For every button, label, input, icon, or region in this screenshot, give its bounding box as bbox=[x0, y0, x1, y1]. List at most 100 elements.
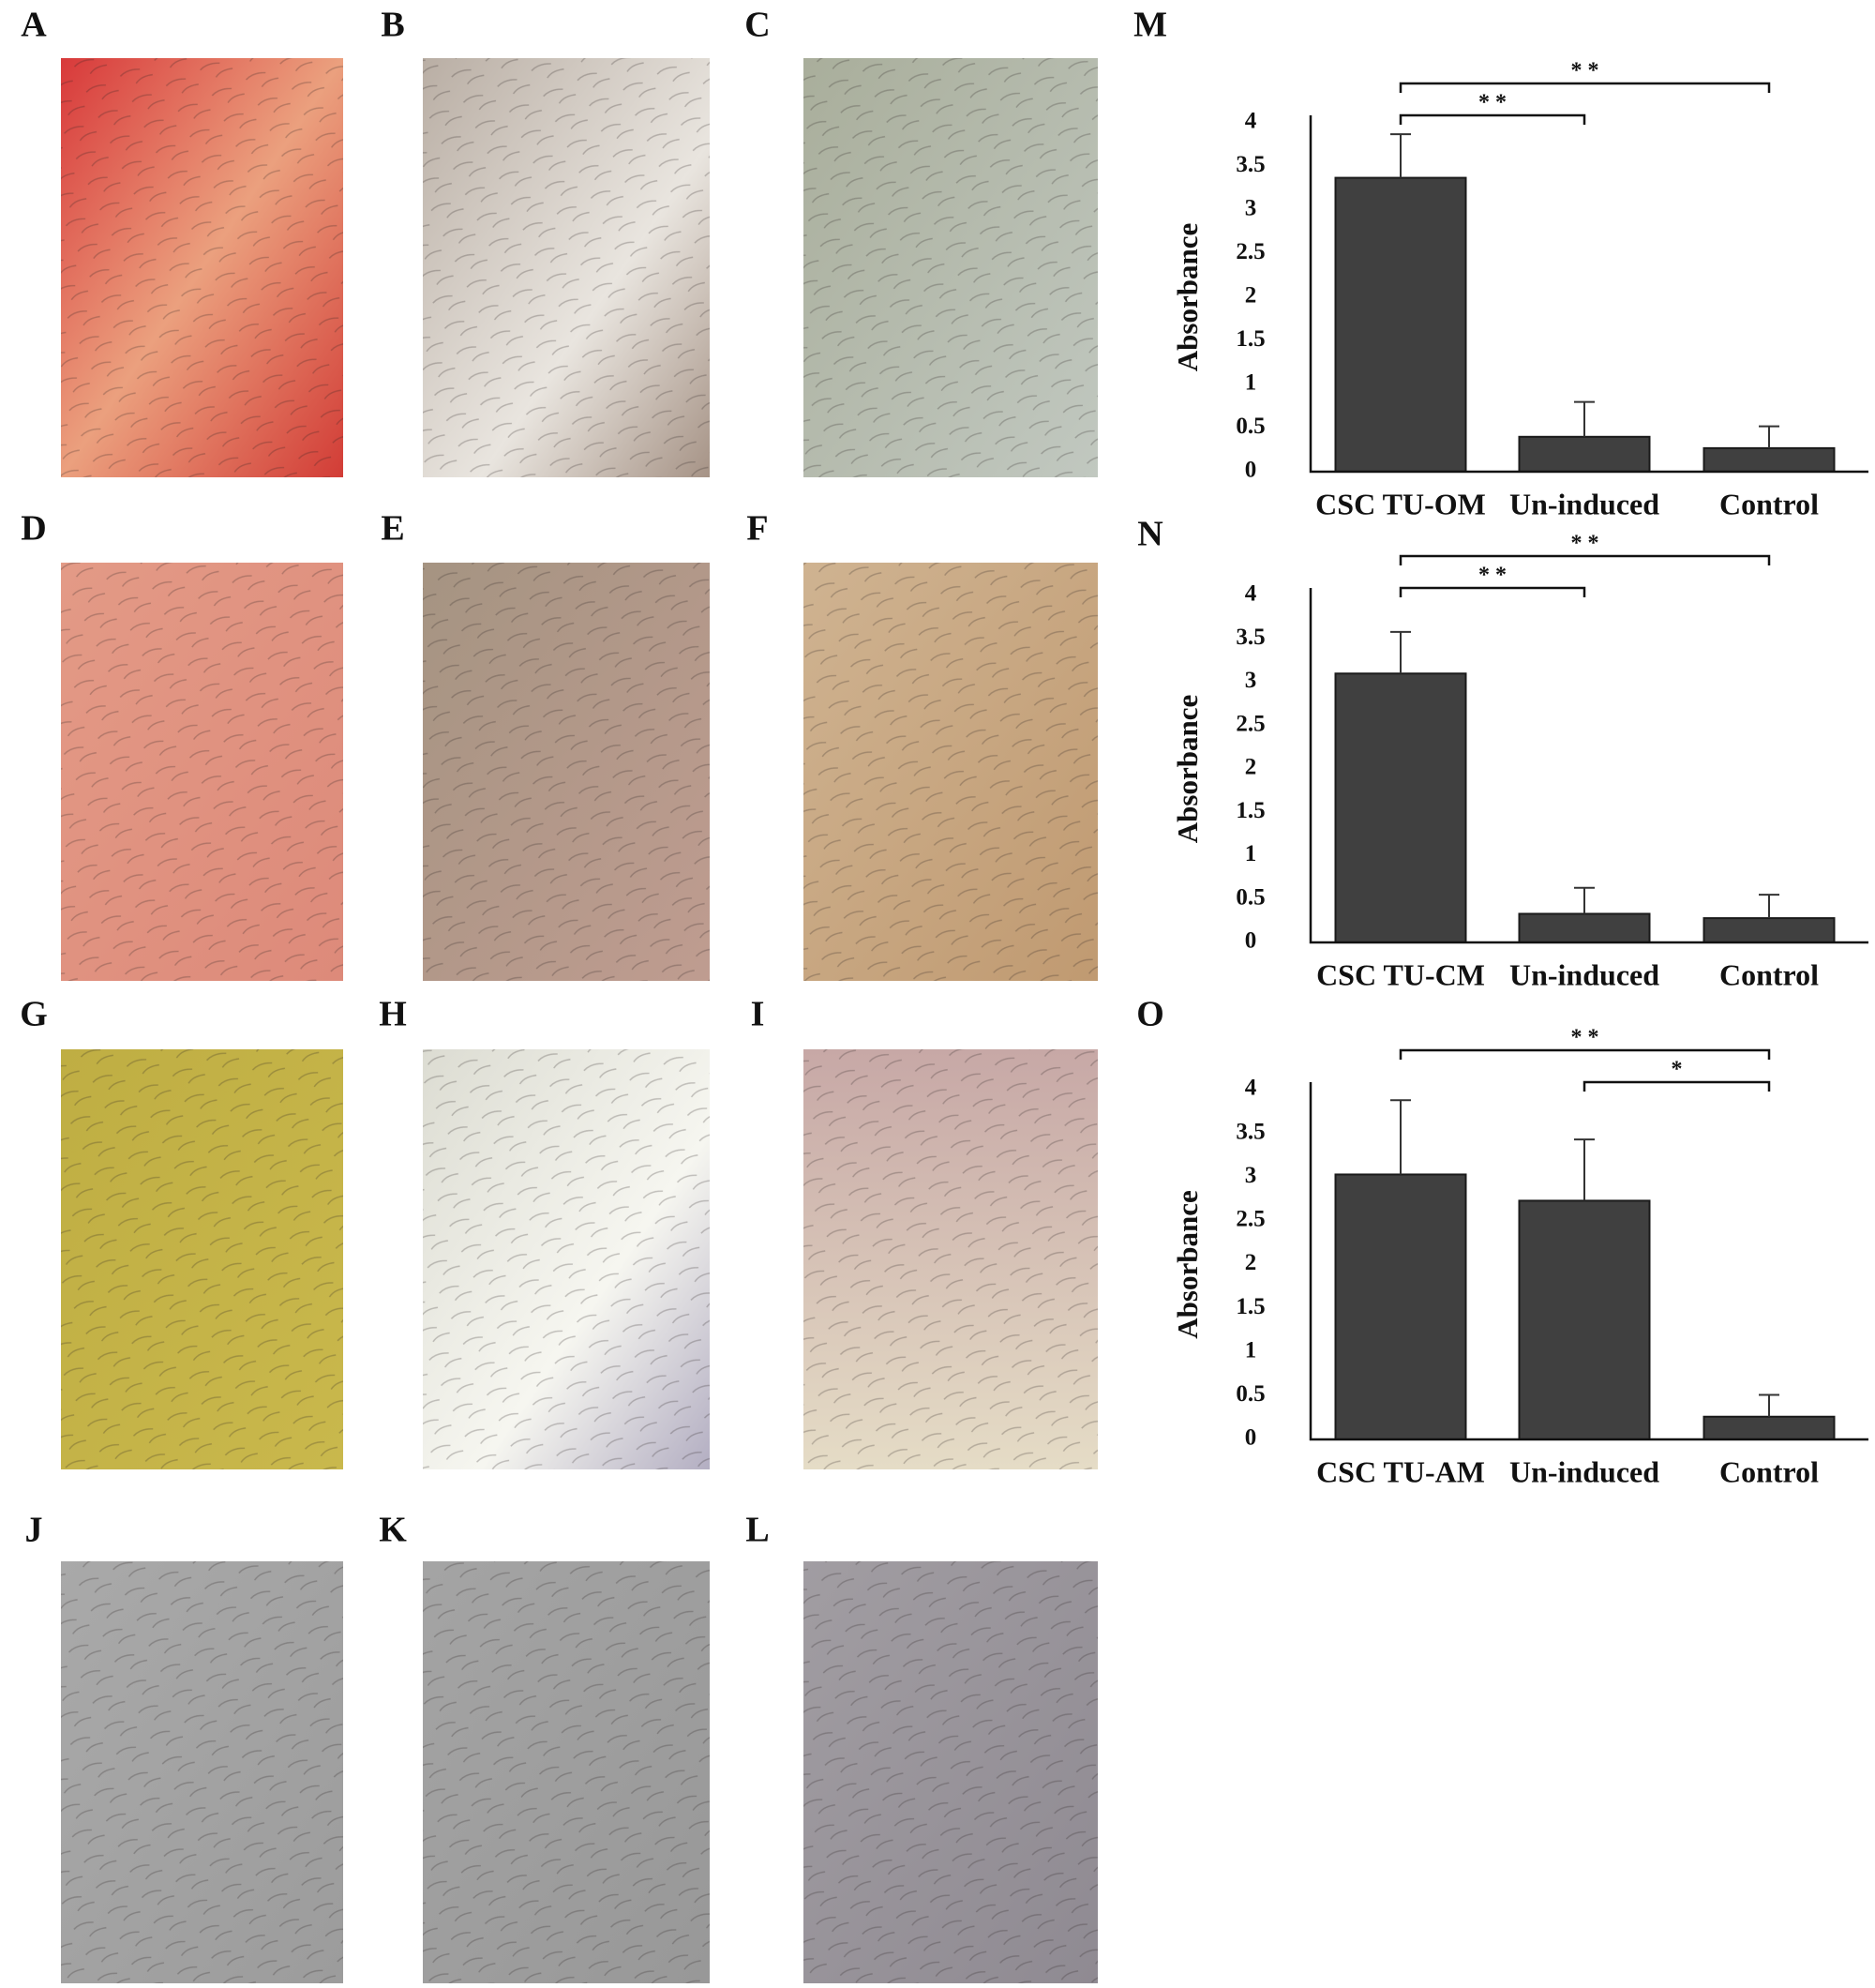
axis bbox=[1309, 588, 1868, 944]
error-bar bbox=[1759, 894, 1779, 919]
micrograph-texture bbox=[423, 563, 710, 981]
significance-bracket bbox=[1399, 554, 1771, 565]
panel-letter: E bbox=[381, 509, 404, 549]
significance-bracket bbox=[1399, 113, 1586, 125]
y-tick-label: 2.5 bbox=[1236, 711, 1265, 736]
micrograph-texture bbox=[803, 563, 1098, 981]
x-tick-label: Control bbox=[1719, 487, 1819, 520]
error-bar bbox=[1759, 425, 1779, 448]
bar-chart: N Absorbance 0 0.5 1 1.5 2 2.5 3 3.5 4 CSC TU-CM Un-… bbox=[1137, 515, 1868, 991]
y-tick-label: 1 bbox=[1245, 1337, 1257, 1363]
panel-letter: J bbox=[25, 1511, 43, 1550]
x-tick-label: CSC TU-CM bbox=[1316, 957, 1485, 991]
axis bbox=[1309, 115, 1868, 474]
bar bbox=[1518, 912, 1651, 943]
micrograph-texture bbox=[803, 58, 1098, 477]
micrograph-texture bbox=[803, 1561, 1098, 1983]
micrograph-texture bbox=[61, 58, 343, 477]
y-axis-label: Absorbance bbox=[1171, 223, 1204, 371]
y-tick-label: 0.5 bbox=[1236, 414, 1265, 439]
panel-letter: O bbox=[1136, 995, 1164, 1034]
x-tick-label: CSC TU-OM bbox=[1315, 487, 1486, 520]
y-tick-label: 3.5 bbox=[1236, 625, 1265, 650]
bar bbox=[1334, 672, 1467, 943]
y-tick-label: 0 bbox=[1245, 458, 1257, 483]
x-tick-label: Control bbox=[1719, 1454, 1819, 1488]
y-tick-label: 3.5 bbox=[1236, 1119, 1265, 1144]
y-tick-label: 4 bbox=[1245, 1076, 1257, 1101]
significance-label: * * bbox=[1478, 564, 1507, 588]
panel-letter: D bbox=[21, 509, 46, 549]
error-bar bbox=[1390, 133, 1411, 178]
panel-letter: K bbox=[379, 1511, 407, 1550]
panel-letter: N bbox=[1137, 515, 1162, 554]
bar bbox=[1702, 1415, 1836, 1441]
y-tick-label: 2.5 bbox=[1236, 1207, 1265, 1232]
charts: M Absorbance 0 0.5 1 1.5 2 2.5 3 3.5 4 CSC TU-OM Un-… bbox=[1133, 6, 1868, 1488]
y-tick-label: 1.5 bbox=[1236, 1294, 1265, 1319]
micrograph-texture bbox=[61, 1561, 343, 1983]
bar-chart: M Absorbance 0 0.5 1 1.5 2 2.5 3 3.5 4 CSC TU-OM Un-… bbox=[1133, 6, 1868, 520]
y-tick-label: 2 bbox=[1245, 1250, 1257, 1275]
error-bar bbox=[1574, 886, 1595, 914]
significance-label: * * bbox=[1571, 532, 1599, 556]
y-tick-label: 2.5 bbox=[1236, 239, 1265, 264]
y-tick-label: 3 bbox=[1245, 196, 1257, 221]
significance-bracket bbox=[1399, 1048, 1771, 1060]
x-tick-label: Un-induced bbox=[1509, 1454, 1659, 1488]
error-bar bbox=[1390, 630, 1411, 674]
micrograph-texture bbox=[61, 1049, 343, 1469]
bar bbox=[1702, 446, 1836, 474]
y-axis-label: Absorbance bbox=[1171, 695, 1204, 843]
significance-bracket bbox=[1399, 82, 1771, 93]
x-tick-label: Un-induced bbox=[1509, 957, 1659, 991]
significance-label: * * bbox=[1478, 91, 1507, 115]
micrographs: A B C D E F G H I J K L bbox=[20, 6, 1098, 1983]
significance-label: * * bbox=[1571, 1026, 1599, 1050]
error-bar bbox=[1574, 1138, 1595, 1201]
y-tick-label: 2 bbox=[1245, 283, 1257, 309]
bar bbox=[1518, 1199, 1651, 1440]
y-tick-label: 3.5 bbox=[1236, 152, 1265, 177]
y-tick-label: 0.5 bbox=[1236, 884, 1265, 910]
micrograph-texture bbox=[423, 1049, 710, 1469]
panel-letter: I bbox=[751, 995, 765, 1034]
y-tick-label: 1 bbox=[1245, 841, 1257, 866]
panel-letter: F bbox=[746, 509, 768, 549]
x-tick-label: CSC TU-AM bbox=[1316, 1454, 1485, 1488]
y-tick-label: 2 bbox=[1245, 755, 1257, 780]
x-tick-label: Un-induced bbox=[1509, 487, 1659, 520]
y-tick-label: 4 bbox=[1245, 109, 1257, 134]
panel-letter: C bbox=[744, 6, 770, 45]
panel-letter: M bbox=[1133, 6, 1167, 45]
panel-letter: L bbox=[745, 1511, 769, 1550]
panel-letter: H bbox=[379, 995, 407, 1034]
micrograph-texture bbox=[803, 1049, 1098, 1469]
significance-label: * bbox=[1672, 1058, 1683, 1082]
axis bbox=[1309, 1082, 1868, 1441]
y-tick-label: 1 bbox=[1245, 370, 1257, 396]
bar bbox=[1702, 917, 1836, 943]
bar-chart: O Absorbance 0 0.5 1 1.5 2 2.5 3 3.5 4 CSC TU-AM Un-… bbox=[1136, 995, 1868, 1488]
y-tick-label: 3 bbox=[1245, 668, 1257, 693]
y-tick-label: 4 bbox=[1245, 581, 1257, 607]
error-bar bbox=[1574, 400, 1595, 437]
x-tick-label: Control bbox=[1719, 957, 1819, 991]
bar bbox=[1518, 435, 1651, 473]
micrograph-texture bbox=[61, 563, 343, 981]
y-tick-label: 0 bbox=[1245, 1425, 1257, 1451]
significance-label: * * bbox=[1571, 59, 1599, 83]
y-axis-label: Absorbance bbox=[1171, 1190, 1204, 1338]
error-bar bbox=[1390, 1099, 1411, 1175]
panel-letter: G bbox=[20, 995, 48, 1034]
y-tick-label: 1.5 bbox=[1236, 798, 1265, 823]
y-tick-label: 1.5 bbox=[1236, 326, 1265, 352]
panel-letter: A bbox=[21, 6, 47, 45]
error-bar bbox=[1759, 1393, 1779, 1417]
panel-letter: B bbox=[381, 6, 404, 45]
y-tick-label: 0.5 bbox=[1236, 1381, 1265, 1407]
bar bbox=[1334, 1173, 1467, 1440]
significance-bracket bbox=[1582, 1080, 1771, 1092]
y-tick-label: 3 bbox=[1245, 1163, 1257, 1188]
